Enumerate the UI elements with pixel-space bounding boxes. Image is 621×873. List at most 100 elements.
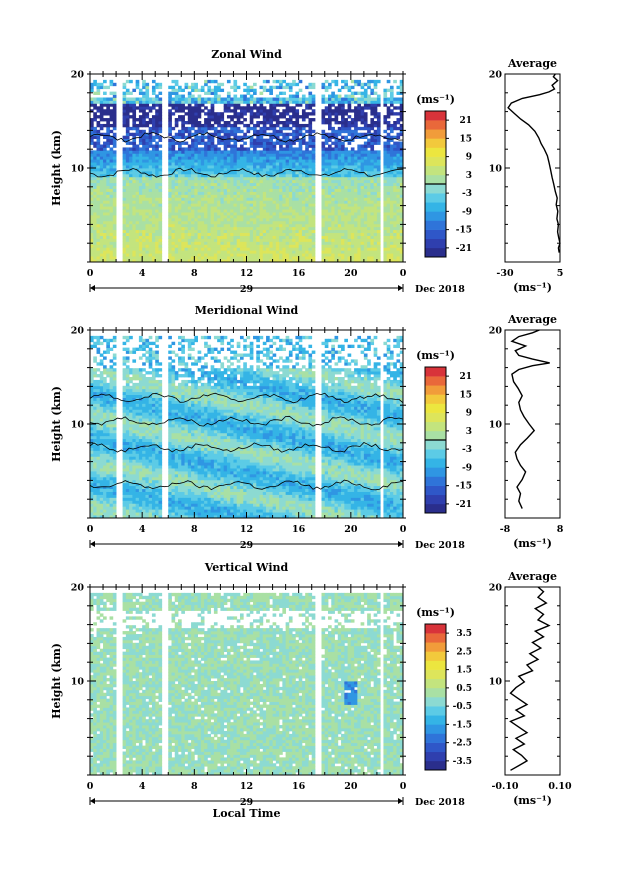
heatmap-cell xyxy=(135,85,140,90)
heatmap-cell xyxy=(125,115,130,119)
heatmap-cell xyxy=(96,168,101,172)
heatmap-cell xyxy=(213,147,218,151)
heatmap-cell xyxy=(142,97,146,101)
heatmap-cell xyxy=(399,168,404,172)
date-bar-arrow xyxy=(90,285,95,291)
heatmap-cell xyxy=(298,223,303,228)
heatmap-cell xyxy=(334,188,339,192)
heatmap-cell xyxy=(266,259,270,263)
heatmap-cell xyxy=(363,203,368,207)
heatmap-cell xyxy=(363,238,368,242)
heatmap-cell xyxy=(288,170,293,175)
heatmap-cell xyxy=(90,229,94,234)
heatmap-cell xyxy=(360,109,365,113)
heatmap-cell xyxy=(220,170,225,175)
heatmap-cell xyxy=(135,250,140,254)
heatmap-cell xyxy=(383,159,388,163)
heatmap-cell xyxy=(354,109,358,113)
heatmap-cell xyxy=(295,153,300,157)
heatmap-cell xyxy=(187,247,192,251)
heatmap-cell xyxy=(96,241,101,245)
heatmap-cell xyxy=(109,79,114,84)
heatmap-cell xyxy=(376,126,381,131)
heatmap-cell xyxy=(204,123,208,128)
heatmap-cell xyxy=(239,168,244,172)
heatmap-cell xyxy=(158,206,163,210)
heatmap-cell xyxy=(363,115,368,119)
heatmap-cell xyxy=(357,156,362,160)
heatmap-cell xyxy=(285,217,290,222)
heatmap-cell xyxy=(350,156,355,160)
heatmap-cell xyxy=(279,253,283,257)
heatmap-cell xyxy=(106,250,110,254)
heatmap-cell xyxy=(295,244,300,248)
heatmap-cell xyxy=(158,253,163,257)
heatmap-cell xyxy=(171,182,176,187)
heatmap-cell xyxy=(292,94,296,98)
heatmap-cell xyxy=(151,168,156,172)
heatmap-cell xyxy=(174,212,179,216)
heatmap-cell xyxy=(354,229,358,234)
heatmap-cell xyxy=(226,223,231,228)
heatmap-cell xyxy=(396,106,401,110)
heatmap-cell xyxy=(223,247,228,251)
heatmap-cell xyxy=(142,100,146,104)
heatmap-cell xyxy=(142,170,146,175)
heatmap-cell xyxy=(305,150,309,154)
heatmap-cell xyxy=(331,238,335,242)
heatmap-cell xyxy=(341,188,345,192)
heatmap-cell xyxy=(262,188,267,192)
heatmap-cell xyxy=(90,247,94,251)
heatmap-cell xyxy=(207,250,212,254)
heatmap-cell xyxy=(279,179,283,184)
heatmap-cell xyxy=(373,223,378,228)
heatmap-cell xyxy=(279,244,283,248)
heatmap-cell xyxy=(125,217,130,222)
heatmap-cell xyxy=(292,162,296,166)
heatmap-cell xyxy=(220,191,225,195)
heatmap-cell xyxy=(168,165,172,169)
heatmap-cell xyxy=(142,168,146,172)
heatmap-cell xyxy=(230,168,234,172)
heatmap-cell xyxy=(301,244,306,248)
heatmap-cell xyxy=(399,156,404,160)
heatmap-cell xyxy=(253,229,257,234)
heatmap-cell xyxy=(181,247,185,251)
heatmap-cell xyxy=(236,253,241,257)
heatmap-cell xyxy=(243,203,247,207)
heatmap-cell xyxy=(236,97,241,101)
heatmap-cell xyxy=(129,232,133,236)
heatmap-cell xyxy=(210,147,215,151)
heatmap-cell xyxy=(386,170,391,175)
heatmap-cell xyxy=(367,168,371,172)
heatmap-cell xyxy=(386,165,391,169)
heatmap-cell xyxy=(350,185,355,189)
heatmap-cell xyxy=(396,253,401,257)
heatmap-cell xyxy=(197,173,202,178)
heatmap-cell xyxy=(389,112,394,116)
heatmap-cell xyxy=(194,109,198,113)
heatmap-cell xyxy=(210,244,215,248)
heatmap-cell xyxy=(285,138,290,142)
heatmap-cell xyxy=(311,256,316,260)
heatmap-cell xyxy=(334,150,339,154)
heatmap-cell xyxy=(243,112,247,116)
heatmap-cell xyxy=(226,256,231,260)
heatmap-cell xyxy=(217,165,221,169)
heatmap-cell xyxy=(292,194,296,198)
heatmap-cell xyxy=(328,223,332,228)
heatmap-cell xyxy=(308,118,313,122)
heatmap-cell xyxy=(272,112,277,116)
heatmap-cell xyxy=(373,150,378,154)
heatmap-cell xyxy=(334,229,339,234)
heatmap-cell xyxy=(262,129,267,134)
heatmap-cell xyxy=(383,209,388,213)
heatmap-cell xyxy=(295,259,300,263)
heatmap-cell xyxy=(347,188,352,192)
heatmap-cell xyxy=(357,217,362,222)
heatmap-cell xyxy=(279,259,283,263)
heatmap-cell xyxy=(151,100,156,104)
heatmap-cell xyxy=(288,97,293,101)
heatmap-cell xyxy=(256,253,260,257)
heatmap-cell xyxy=(181,94,185,98)
